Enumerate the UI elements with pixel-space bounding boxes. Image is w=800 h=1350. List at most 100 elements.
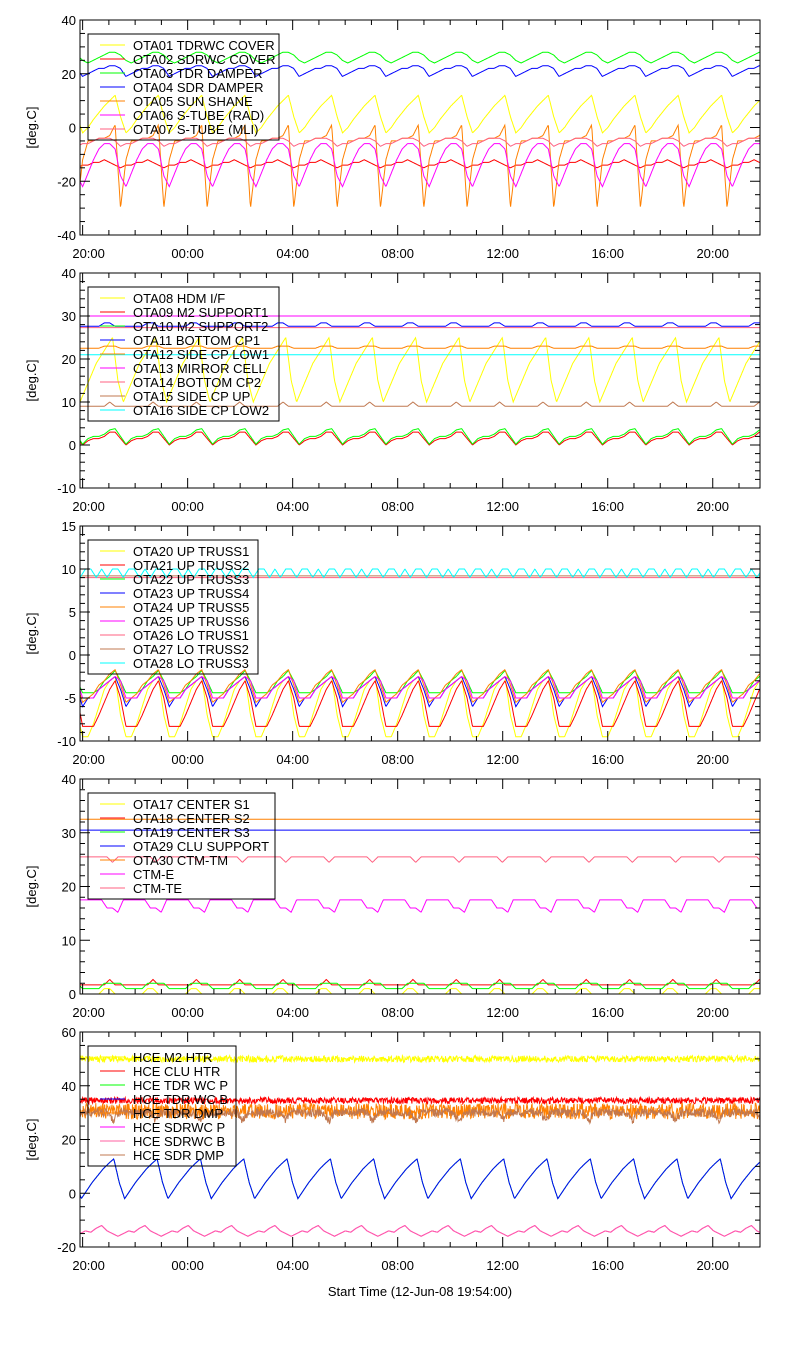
series-line-ota20-up-truss1 [80, 675, 760, 738]
y-tick-label: -10 [57, 481, 76, 496]
y-tick-label: 20 [62, 1133, 76, 1148]
plot-frame [79, 272, 761, 489]
x-tick-label: 00:00 [171, 1005, 204, 1020]
legend-label: CTM-TE [133, 881, 182, 896]
legend-label: OTA20 UP TRUSS1 [133, 544, 249, 559]
legend-box [87, 286, 280, 422]
x-tick-label: 16:00 [591, 499, 624, 514]
legend-label: OTA14 BOTTOM CP2 [133, 375, 261, 390]
legend-label: OTA16 SIDE CP LOW2 [133, 403, 269, 418]
series-line-ota15-side-cp-up [80, 401, 760, 407]
y-tick-label: 40 [62, 13, 76, 28]
x-tick-label: 04:00 [276, 752, 309, 767]
series-group [80, 1053, 760, 1237]
x-tick-label: 16:00 [591, 1005, 624, 1020]
x-tick-label: 20:00 [696, 246, 729, 261]
legend-label: OTA26 LO TRUSS1 [133, 628, 249, 643]
legend-label: OTA25 UP TRUSS6 [133, 614, 249, 629]
y-tick-label: 20 [62, 67, 76, 82]
x-tick-label: 20:00 [696, 499, 729, 514]
x-tick-label: 00:00 [171, 1258, 204, 1273]
y-tick-label: 10 [62, 562, 76, 577]
x-tick-label: 12:00 [486, 752, 519, 767]
panel-1: -40 -20 0 20 40 [deg.C] 20:00 00:00 04:00 08:00 12… [24, 13, 761, 261]
x-tick-label: 20:00 [72, 499, 105, 514]
y-tick-label: 0 [69, 987, 76, 1002]
series-line-ota18-center-s2 [80, 978, 760, 986]
x-tick-label: 04:00 [276, 499, 309, 514]
series-line-ota07-s-tube-mli- [80, 137, 760, 147]
series-line-hce-tdr-wc-b [80, 1158, 760, 1200]
legend-box [87, 1045, 237, 1167]
y-tick-label: -40 [57, 228, 76, 243]
panel-4: 0 10 20 30 40 [deg.C] 20:00 00:00 04:00 08:00 12:0… [24, 772, 761, 1020]
legend-label: HCE SDRWC B [133, 1134, 225, 1149]
x-tick-label: 00:00 [171, 499, 204, 514]
x-tick-label: 08:00 [381, 246, 414, 261]
legend-label: OTA29 CLU SUPPORT [133, 839, 269, 854]
x-tick-label: 00:00 [171, 752, 204, 767]
y-tick-label: 40 [62, 1079, 76, 1094]
x-tick-label: 04:00 [276, 246, 309, 261]
series-line-ota25-up-truss6 [80, 675, 760, 699]
series-line-hce-m2-htr [80, 1053, 760, 1064]
legend-label: OTA06 S-TUBE (RAD) [133, 108, 264, 123]
y-tick-label: 0 [69, 1186, 76, 1201]
y-tick-label: 60 [62, 1025, 76, 1040]
series-group [80, 51, 760, 207]
legend-label: OTA24 UP TRUSS5 [133, 600, 249, 615]
legend-label: OTA27 LO TRUSS2 [133, 642, 249, 657]
series-line-hce-sdr-dmp [80, 1106, 760, 1126]
legend-label: HCE SDRWC P [133, 1120, 225, 1135]
legend-label: HCE CLU HTR [133, 1064, 220, 1079]
legend-label: CTM-E [133, 867, 174, 882]
y-axis-label: [deg.C] [24, 107, 39, 149]
legend-label: OTA11 BOTTOM CP1 [133, 333, 260, 348]
legend-label: OTA22 UP TRUSS3 [133, 572, 249, 587]
x-tick-label: 20:00 [72, 752, 105, 767]
legend-label: OTA15 SIDE CP UP [133, 389, 250, 404]
y-tick-label: 5 [69, 605, 76, 620]
plot-frame [79, 525, 761, 742]
legend-label: OTA12 SIDE CP LOW1 [133, 347, 269, 362]
x-tick-label: 20:00 [696, 1258, 729, 1273]
legend-label: HCE TDR WC P [133, 1078, 228, 1093]
y-tick-label: 10 [62, 933, 76, 948]
x-tick-label: 00:00 [171, 246, 204, 261]
series-line-ota03-tdr-damper [80, 51, 760, 64]
panel-5: -20 0 20 40 60 [deg.C] 20:00 00:00 04:00 08:00 12:… [24, 1025, 761, 1273]
x-tick-label: 08:00 [381, 499, 414, 514]
panel-3: -10 -5 0 5 10 15 [deg.C] 20:00 00:00 04:00 08:00 12… [24, 519, 761, 767]
legend-box [87, 539, 259, 675]
series-line-ota28-lo-truss3 [80, 568, 760, 579]
x-tick-label: 04:00 [276, 1005, 309, 1020]
legend-box [87, 792, 276, 900]
series-line-ota12-side-cp-low1 [80, 345, 760, 349]
legend-label: HCE M2 HTR [133, 1050, 212, 1065]
series-line-ctm-e [80, 899, 760, 913]
legend-label: OTA23 UP TRUSS4 [133, 586, 249, 601]
legend-label: OTA09 M2 SUPPORT1 [133, 305, 268, 320]
x-tick-label: 16:00 [591, 1258, 624, 1273]
series-line-hce-tdr-dmp [80, 1101, 760, 1121]
series-group [80, 315, 760, 446]
x-axis-label: Start Time (12-Jun-08 19:54:00) [328, 1284, 512, 1299]
x-tick-label: 16:00 [591, 246, 624, 261]
series-line-ota02-sdrwc-cover [80, 159, 760, 169]
x-tick-label: 04:00 [276, 1258, 309, 1273]
y-tick-label: 0 [69, 121, 76, 136]
x-tick-label: 08:00 [381, 1005, 414, 1020]
x-tick-label: 20:00 [72, 246, 105, 261]
x-tick-label: 12:00 [486, 499, 519, 514]
series-line-ctm-te [80, 856, 760, 863]
series-line-ota01-tdrwc-cover [80, 94, 760, 134]
legend-label: OTA19 CENTER S3 [133, 825, 250, 840]
x-tick-label: 20:00 [696, 1005, 729, 1020]
y-tick-label: 40 [62, 772, 76, 787]
y-axis-label: [deg.C] [24, 360, 39, 402]
y-tick-label: 0 [69, 648, 76, 663]
series-line-ota04-sdr-damper [80, 65, 760, 78]
